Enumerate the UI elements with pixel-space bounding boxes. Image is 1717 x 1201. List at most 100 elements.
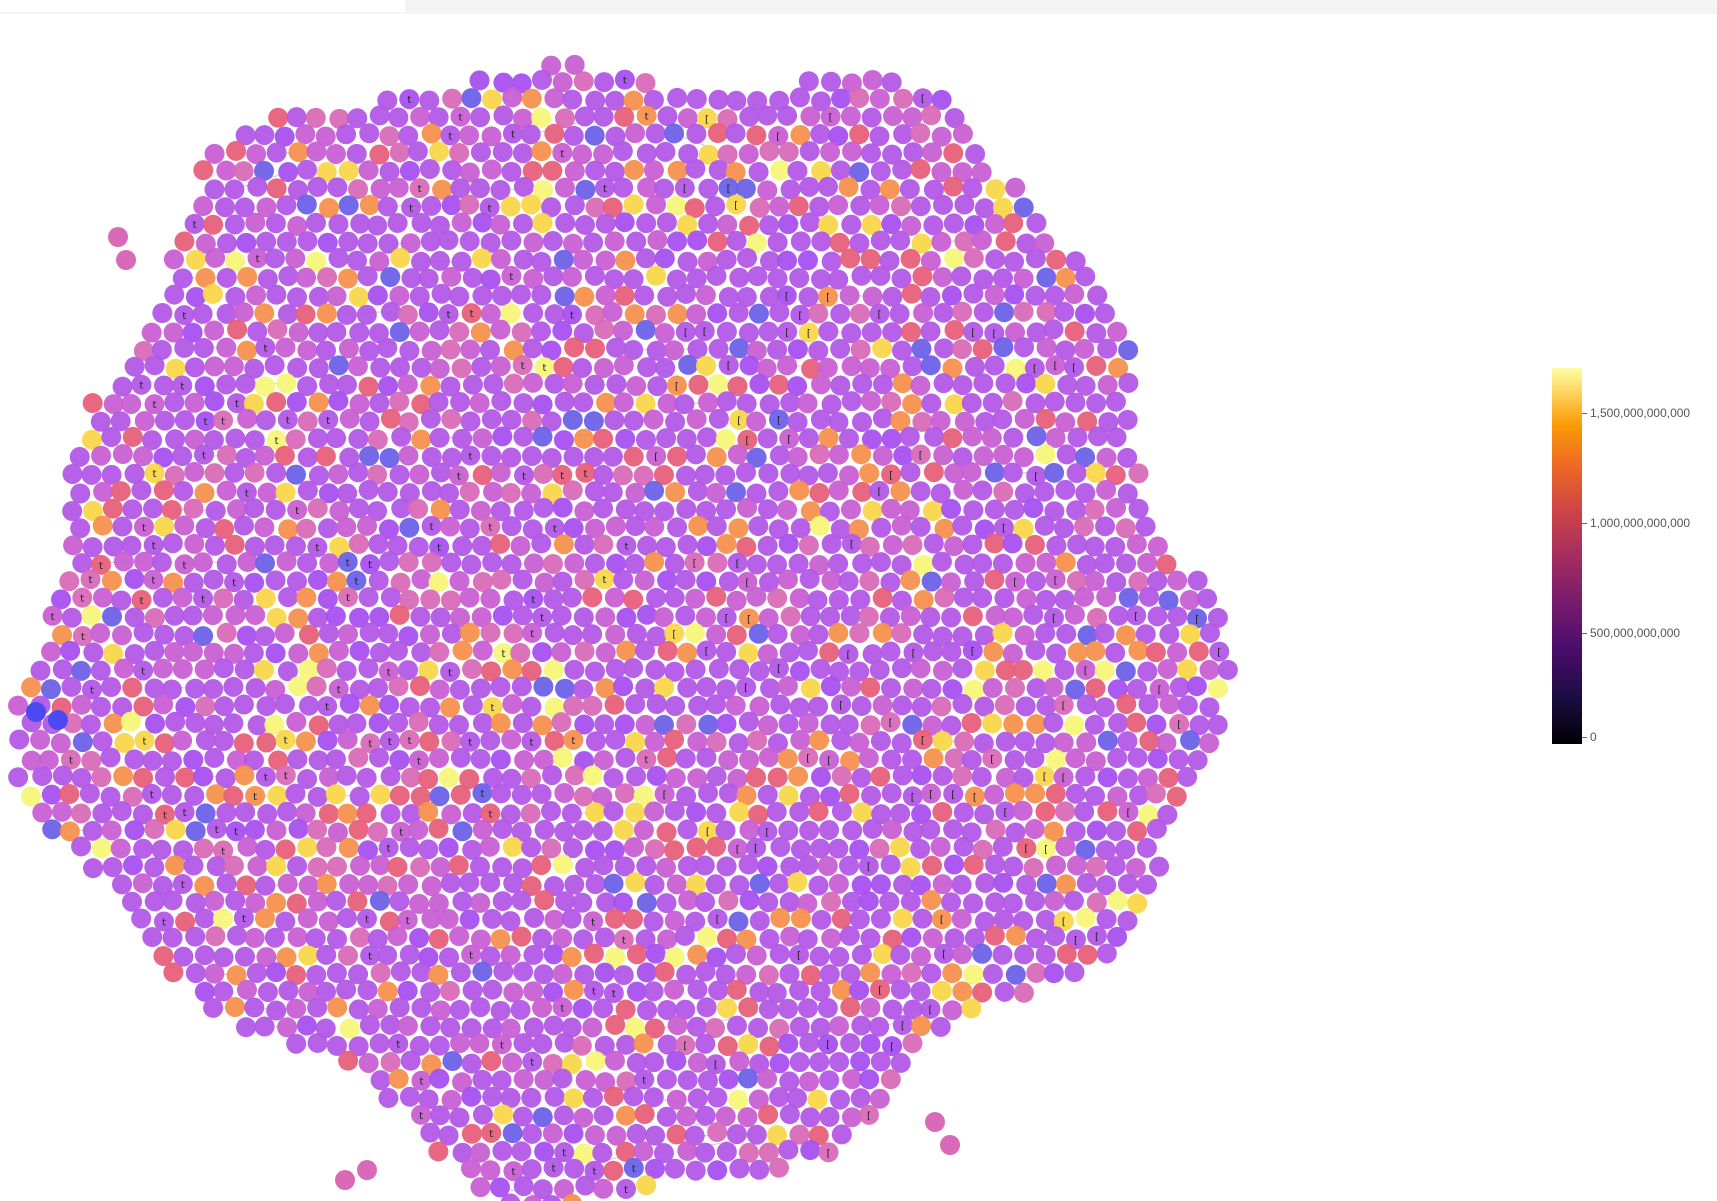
graph-node[interactable] bbox=[480, 730, 501, 751]
graph-node[interactable] bbox=[613, 929, 634, 950]
graph-node[interactable] bbox=[584, 661, 605, 682]
graph-node[interactable] bbox=[726, 230, 747, 251]
graph-node[interactable] bbox=[1127, 747, 1148, 768]
graph-node[interactable] bbox=[154, 733, 175, 754]
graph-node[interactable] bbox=[1053, 767, 1074, 788]
graph-node[interactable] bbox=[266, 462, 287, 483]
graph-node[interactable] bbox=[329, 108, 350, 129]
graph-node[interactable] bbox=[798, 855, 819, 876]
graph-node[interactable] bbox=[202, 605, 223, 626]
graph-node[interactable] bbox=[72, 626, 93, 647]
graph-node[interactable] bbox=[718, 890, 739, 911]
graph-node[interactable] bbox=[369, 251, 390, 272]
graph-node[interactable] bbox=[974, 911, 995, 932]
graph-node[interactable] bbox=[247, 176, 268, 197]
graph-node[interactable] bbox=[657, 106, 678, 127]
graph-node[interactable] bbox=[235, 373, 256, 394]
graph-node[interactable] bbox=[1035, 801, 1056, 822]
graph-node[interactable] bbox=[563, 979, 584, 1000]
graph-node[interactable] bbox=[268, 750, 289, 771]
graph-node[interactable] bbox=[244, 819, 265, 840]
graph-node[interactable] bbox=[971, 230, 992, 251]
graph-node[interactable] bbox=[308, 286, 329, 307]
graph-node[interactable] bbox=[696, 500, 717, 521]
graph-node[interactable] bbox=[582, 587, 603, 608]
graph-node[interactable] bbox=[787, 1088, 808, 1109]
graph-node[interactable] bbox=[502, 1052, 523, 1073]
graph-node[interactable] bbox=[227, 499, 248, 520]
graph-node[interactable] bbox=[268, 107, 289, 128]
graph-node[interactable] bbox=[716, 641, 737, 662]
graph-node[interactable] bbox=[151, 339, 172, 360]
graph-node[interactable] bbox=[277, 304, 298, 325]
graph-node[interactable] bbox=[450, 178, 471, 199]
graph-node[interactable] bbox=[1036, 695, 1057, 716]
graph-node[interactable] bbox=[185, 926, 206, 947]
graph-node[interactable] bbox=[472, 640, 493, 661]
graph-node[interactable] bbox=[226, 750, 247, 771]
graph-node[interactable] bbox=[1036, 301, 1057, 322]
graph-node[interactable] bbox=[819, 1106, 840, 1127]
graph-node[interactable] bbox=[172, 268, 193, 289]
graph-node[interactable] bbox=[841, 533, 862, 554]
graph-node[interactable] bbox=[849, 732, 870, 753]
graph-node[interactable] bbox=[1075, 303, 1096, 324]
graph-node[interactable] bbox=[1035, 589, 1056, 610]
graph-node[interactable] bbox=[923, 748, 944, 769]
graph-node[interactable] bbox=[931, 89, 952, 110]
graph-node[interactable] bbox=[401, 197, 422, 218]
graph-node[interactable] bbox=[910, 196, 931, 217]
graph-node[interactable] bbox=[256, 231, 277, 252]
graph-node[interactable] bbox=[346, 143, 367, 164]
graph-node[interactable] bbox=[623, 446, 644, 467]
graph-node[interactable] bbox=[852, 802, 873, 823]
graph-node[interactable] bbox=[492, 605, 513, 626]
graph-node[interactable] bbox=[604, 269, 625, 290]
graph-node[interactable] bbox=[564, 765, 585, 786]
graph-node[interactable] bbox=[645, 265, 666, 286]
graph-node[interactable] bbox=[1105, 465, 1126, 486]
graph-node[interactable] bbox=[634, 640, 655, 661]
graph-node[interactable] bbox=[851, 696, 872, 717]
graph-node[interactable] bbox=[717, 214, 738, 235]
graph-node[interactable] bbox=[533, 749, 554, 770]
graph-node[interactable] bbox=[389, 891, 410, 912]
graph-node[interactable] bbox=[552, 320, 573, 341]
graph-node[interactable] bbox=[108, 227, 128, 247]
graph-node[interactable] bbox=[983, 641, 1004, 662]
graph-node[interactable] bbox=[574, 569, 595, 590]
graph-node[interactable] bbox=[398, 552, 419, 573]
graph-node[interactable] bbox=[1024, 748, 1045, 769]
graph-node[interactable] bbox=[134, 410, 155, 431]
graph-node[interactable] bbox=[471, 607, 492, 628]
graph-node[interactable] bbox=[288, 322, 309, 343]
graph-node[interactable] bbox=[429, 786, 450, 807]
graph-node[interactable] bbox=[387, 926, 408, 947]
graph-node[interactable] bbox=[523, 268, 544, 289]
graph-node[interactable] bbox=[1067, 855, 1088, 876]
graph-node[interactable] bbox=[183, 749, 204, 770]
graph-node[interactable] bbox=[336, 304, 357, 325]
graph-node[interactable] bbox=[870, 161, 891, 182]
graph-node[interactable] bbox=[1025, 248, 1046, 269]
graph-node[interactable] bbox=[552, 497, 573, 518]
graph-node[interactable] bbox=[858, 855, 879, 876]
graph-node[interactable] bbox=[870, 731, 891, 752]
graph-node[interactable] bbox=[387, 640, 408, 661]
graph-node[interactable] bbox=[828, 480, 849, 501]
graph-node[interactable] bbox=[1117, 447, 1138, 468]
graph-node[interactable] bbox=[707, 552, 728, 573]
graph-node[interactable] bbox=[92, 515, 113, 536]
graph-node[interactable] bbox=[247, 321, 268, 342]
graph-node[interactable] bbox=[881, 678, 902, 699]
graph-node[interactable] bbox=[851, 444, 872, 465]
graph-node[interactable] bbox=[204, 320, 225, 341]
graph-node[interactable] bbox=[1065, 392, 1086, 413]
graph-node[interactable] bbox=[985, 213, 1006, 234]
graph-node[interactable] bbox=[757, 535, 778, 556]
graph-node[interactable] bbox=[112, 376, 133, 397]
graph-node[interactable] bbox=[582, 1087, 603, 1108]
graph-node[interactable] bbox=[643, 89, 664, 110]
graph-node[interactable] bbox=[993, 481, 1014, 502]
graph-node[interactable] bbox=[408, 819, 429, 840]
